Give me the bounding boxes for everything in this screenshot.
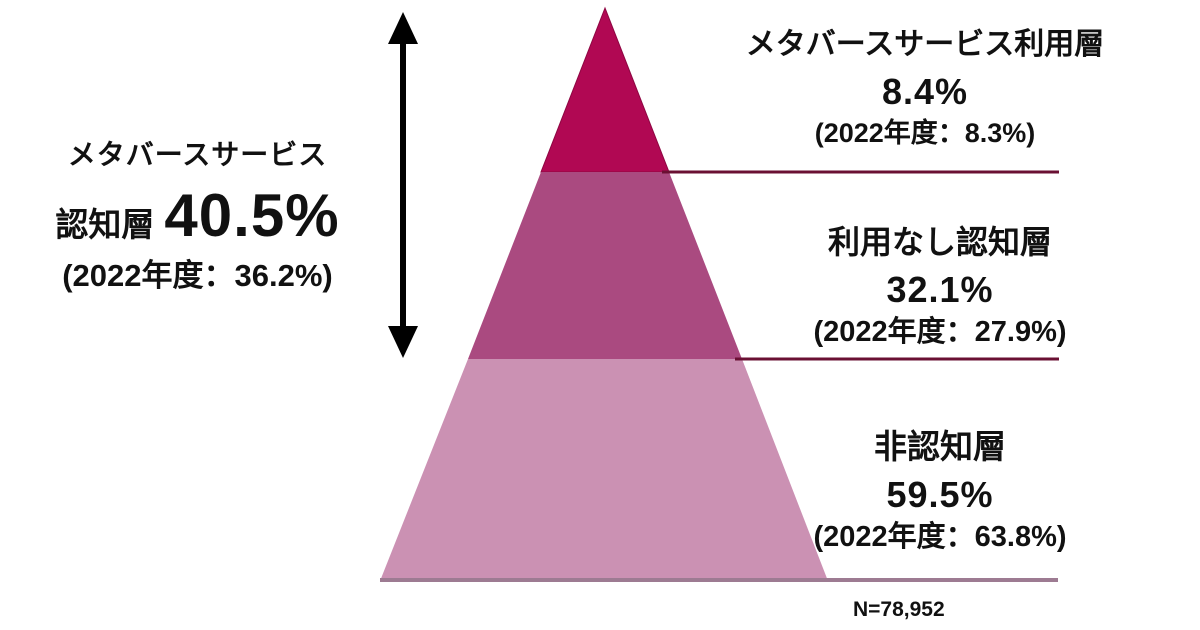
pyramid-segment-top (540, 6, 670, 173)
segment-bottom-previous-year: (2022年度：63.8%) (813, 521, 1067, 554)
segment-bottom-value: 59.5% (886, 473, 994, 515)
segment-label-bottom: 非認知層 59.5% (2022年度：63.8%) (750, 428, 1130, 555)
segment-middle-title: 利用なし認知層 (827, 224, 1052, 260)
segment-label-middle: 利用なし認知層 32.1% (2022年度：27.9%) (750, 224, 1130, 350)
aggregate-value-line: 認知層 40.5% (15, 181, 380, 250)
arrow-head-up (388, 12, 418, 44)
segment-top-value: 8.4% (881, 70, 969, 112)
aggregate-value: 40.5% (164, 182, 340, 250)
segment-top-title: メタバースサービス利用層 (745, 28, 1105, 61)
sample-size-label: N=78,952 (853, 598, 945, 621)
aggregate-prefix: 認知層 (55, 206, 155, 244)
arrow-head-down (388, 326, 418, 358)
segment-top-previous-year: (2022年度：8.3%) (814, 117, 1036, 148)
segment-label-top: メタバースサービス利用層 8.4% (2022年度：8.3%) (735, 28, 1115, 149)
aggregate-label-block: メタバースサービス 認知層 40.5% (2022年度：36.2%) (15, 139, 380, 294)
aggregate-previous-year: (2022年度：36.2%) (62, 258, 333, 294)
pyramid-segment-middle (468, 172, 742, 359)
pyramid-segment-bottom (380, 359, 828, 581)
segment-middle-value: 32.1% (886, 268, 994, 310)
aggregate-title: メタバースサービス (67, 139, 328, 170)
segment-middle-previous-year: (2022年度：27.9%) (813, 316, 1067, 349)
awareness-span-arrow (388, 12, 418, 358)
segment-bottom-title: 非認知層 (874, 428, 1006, 465)
